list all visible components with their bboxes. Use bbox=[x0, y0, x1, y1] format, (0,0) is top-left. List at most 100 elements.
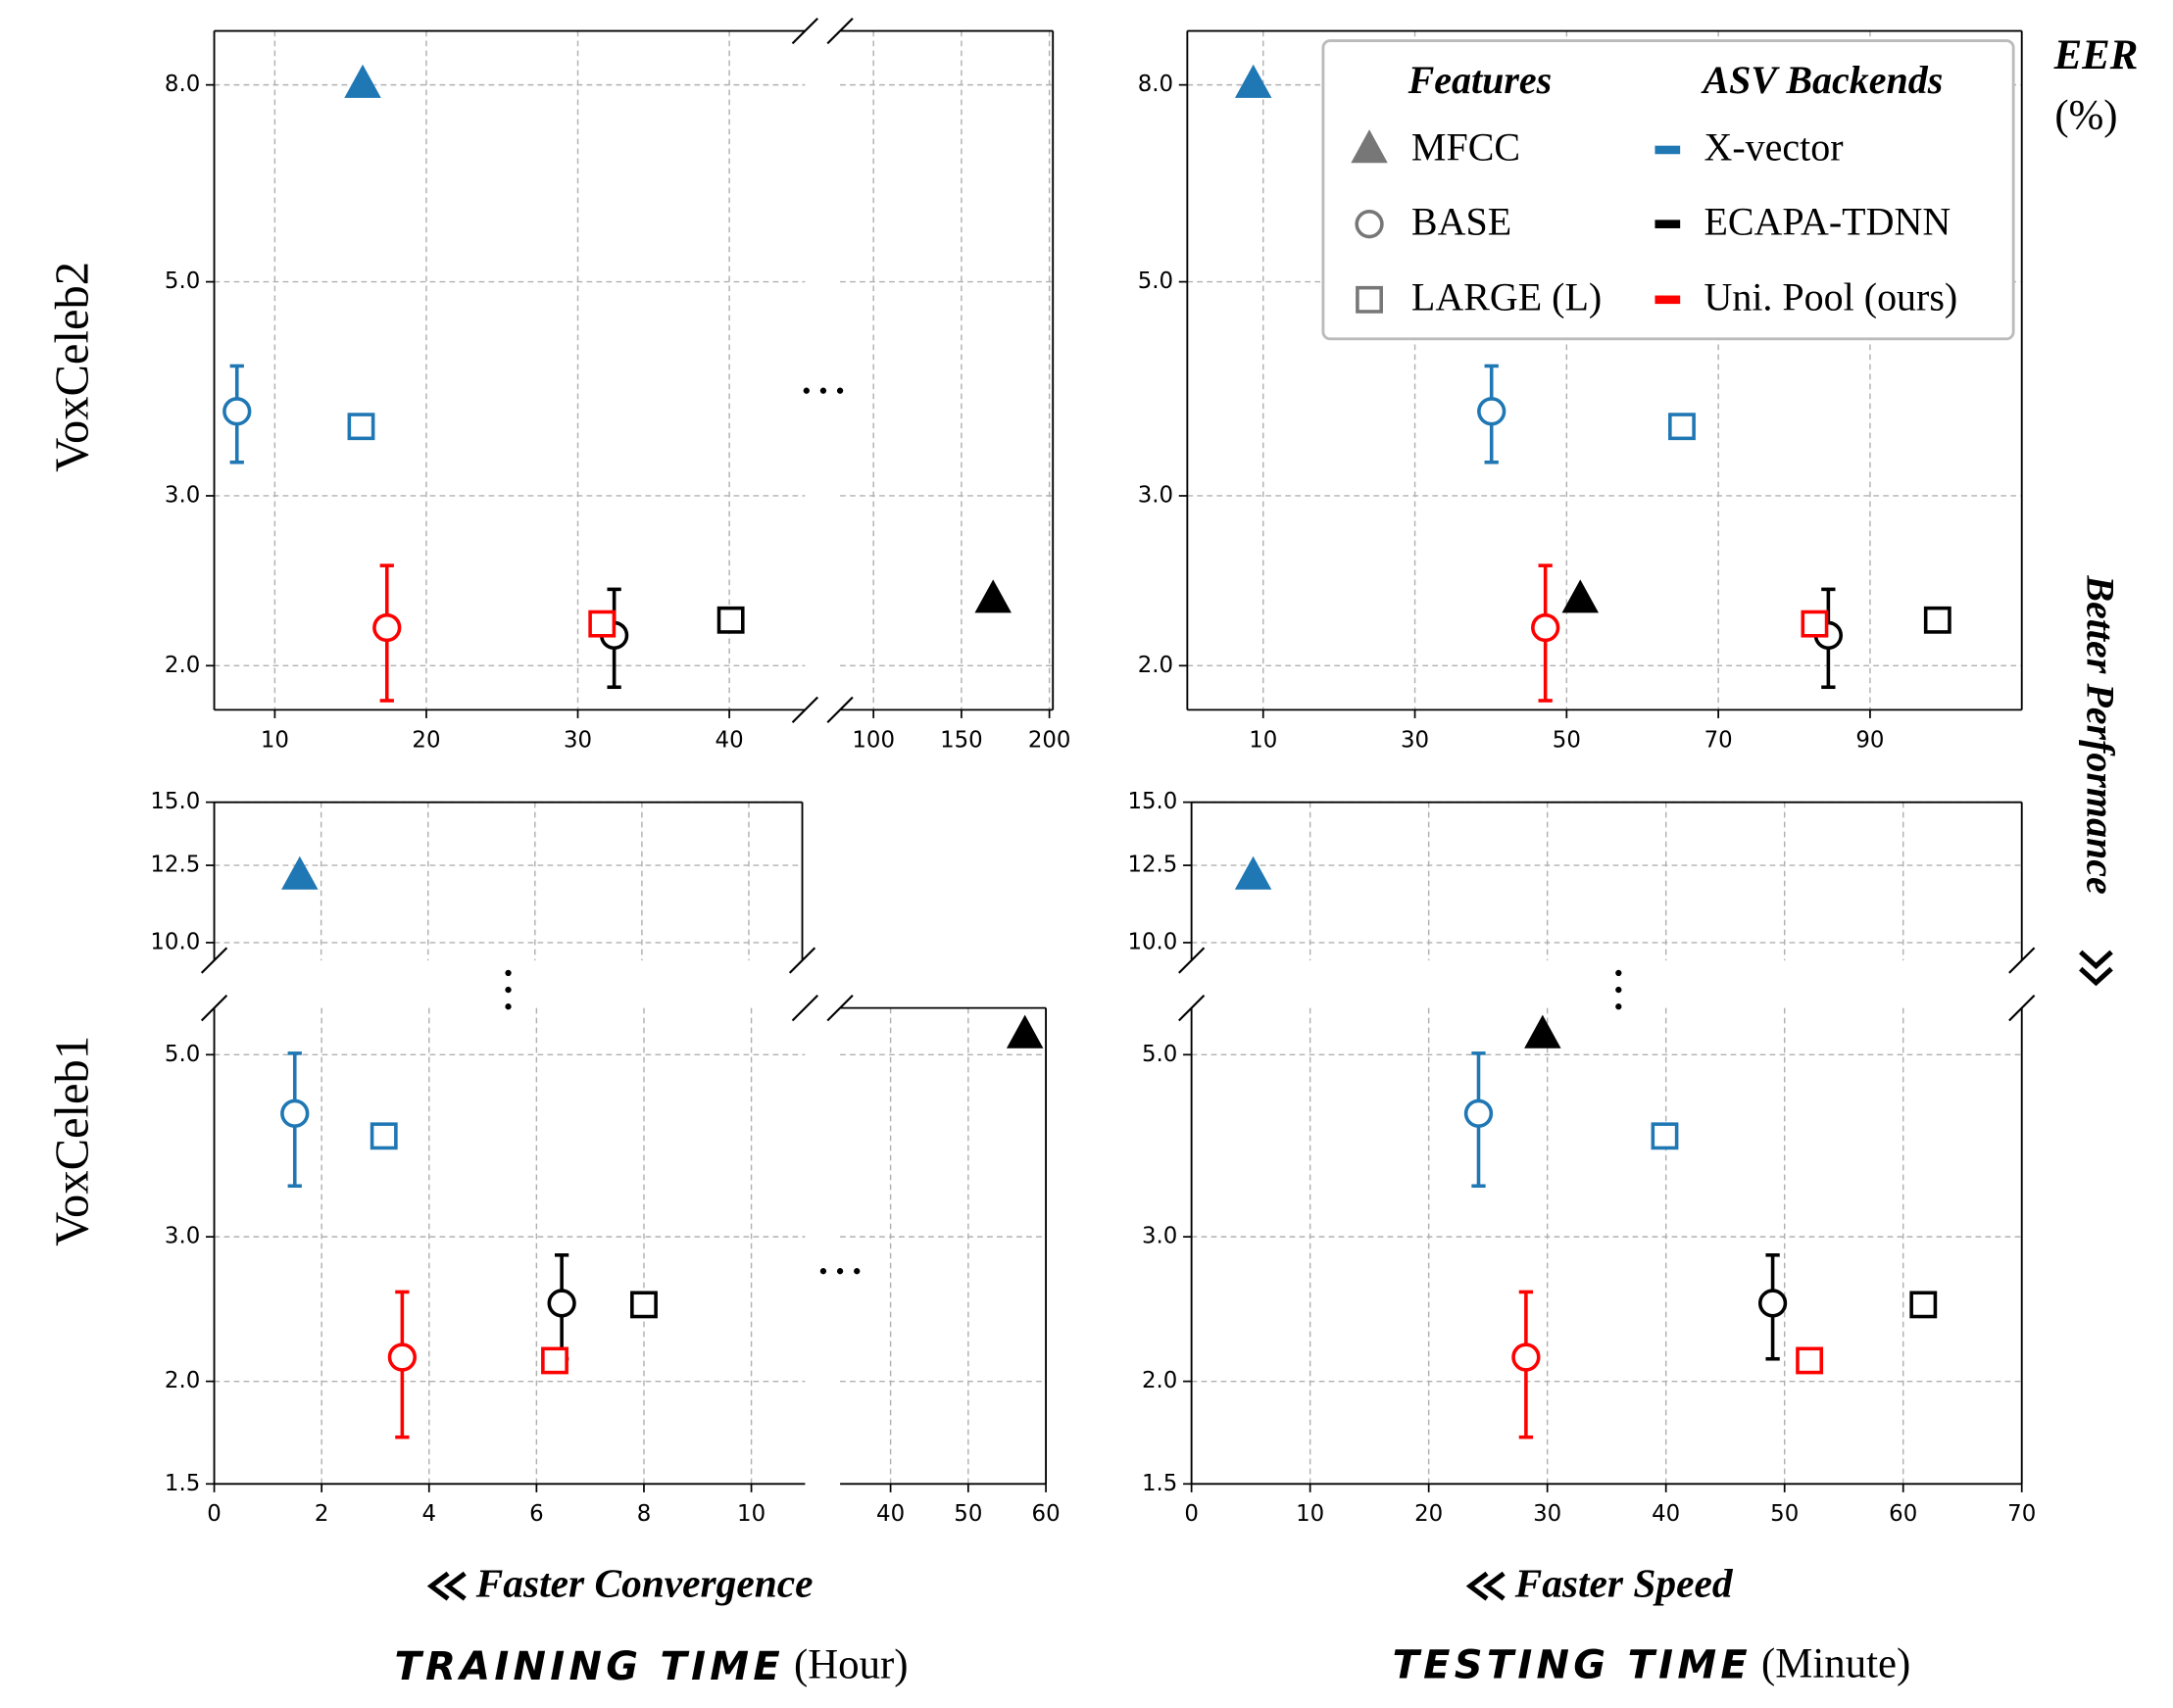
x-tick-label: 8 bbox=[637, 1501, 652, 1527]
x-hint: Faster Convergence bbox=[475, 1561, 814, 1606]
point bbox=[280, 1098, 310, 1128]
ellipsis bbox=[1615, 1003, 1622, 1010]
y-tick-label: 10.0 bbox=[150, 929, 200, 954]
x-tick-label: 50 bbox=[1770, 1501, 1799, 1527]
x-tick-label: 20 bbox=[412, 727, 440, 753]
break-mark bbox=[200, 947, 228, 974]
y-tick-label: 3.0 bbox=[1142, 1224, 1177, 1249]
point bbox=[588, 610, 617, 638]
row-label: VoxCeleb2 bbox=[46, 262, 99, 472]
point bbox=[372, 612, 402, 643]
legend-label: X-vector bbox=[1704, 125, 1843, 170]
y-tick-label: 2.0 bbox=[1142, 1368, 1177, 1393]
x-tick-label: 50 bbox=[1553, 727, 1581, 753]
break-mark bbox=[826, 995, 854, 1022]
x-tick-label: 200 bbox=[1028, 727, 1071, 753]
break-mark bbox=[788, 947, 816, 974]
x-tick-label: 90 bbox=[1855, 727, 1884, 753]
x-tick-label: 50 bbox=[954, 1501, 982, 1527]
break-mark bbox=[791, 17, 818, 45]
legend-swatch bbox=[1654, 220, 1681, 228]
point bbox=[1511, 1342, 1541, 1372]
ellipsis bbox=[505, 969, 512, 977]
ellipsis bbox=[505, 986, 512, 994]
y-tick-label: 2.0 bbox=[1138, 653, 1173, 678]
point bbox=[344, 64, 381, 98]
point bbox=[1006, 1014, 1044, 1049]
legend-marker bbox=[1356, 285, 1383, 314]
y-tick-label: 3.0 bbox=[165, 482, 200, 508]
y-tick-label: 8.0 bbox=[1138, 72, 1173, 97]
x-hint: Faster Speed bbox=[1514, 1561, 1734, 1606]
ellipsis bbox=[1615, 969, 1622, 977]
point bbox=[387, 1342, 418, 1372]
x-tick-label: 6 bbox=[529, 1501, 544, 1527]
x-tick-label: 10 bbox=[737, 1501, 765, 1527]
legend-box bbox=[1321, 39, 2015, 341]
break-mark bbox=[1178, 995, 1206, 1022]
ellipsis bbox=[803, 387, 810, 394]
x-tick-label: 40 bbox=[876, 1501, 905, 1527]
point bbox=[1801, 610, 1829, 638]
x-tick-label: 40 bbox=[1652, 1501, 1680, 1527]
legend-label: MFCC bbox=[1411, 125, 1520, 170]
point bbox=[716, 606, 745, 634]
x-tick-label: 0 bbox=[1184, 1501, 1199, 1527]
y-tick-label: 3.0 bbox=[1138, 482, 1173, 508]
metric-unit: (%) bbox=[2054, 92, 2117, 138]
point bbox=[1757, 1289, 1788, 1318]
point bbox=[1524, 1014, 1561, 1049]
y-tick-label: 10.0 bbox=[1127, 929, 1177, 954]
point bbox=[1796, 1346, 1824, 1375]
x-unit: (Minute) bbox=[1761, 1640, 1910, 1686]
break-mark bbox=[791, 995, 818, 1022]
y-tick-label: 8.0 bbox=[165, 72, 200, 97]
break-mark bbox=[826, 696, 854, 723]
legend-label: BASE bbox=[1411, 199, 1511, 243]
point bbox=[370, 1122, 398, 1150]
x-title: TESTING TIME bbox=[1393, 1642, 1752, 1687]
y-tick-label: 1.5 bbox=[165, 1471, 200, 1496]
x-tick-label: 20 bbox=[1414, 1501, 1443, 1527]
point bbox=[281, 855, 319, 890]
x-title: TRAINING TIME bbox=[395, 1644, 784, 1689]
ellipsis bbox=[836, 387, 844, 394]
y-tick-label: 2.0 bbox=[165, 653, 200, 678]
x-tick-label: 70 bbox=[2007, 1501, 2036, 1527]
point bbox=[1477, 397, 1506, 426]
ellipsis bbox=[836, 1268, 844, 1275]
point bbox=[1909, 1291, 1938, 1319]
y-tick-label: 15.0 bbox=[1127, 789, 1177, 814]
x-tick-label: 10 bbox=[261, 727, 289, 753]
hint-arrow bbox=[2079, 950, 2113, 987]
legend-marker bbox=[1355, 210, 1384, 239]
x-tick-label: 150 bbox=[940, 727, 983, 753]
legend-swatch bbox=[1654, 295, 1681, 305]
point bbox=[347, 413, 375, 441]
legend-title: ASV Backends bbox=[1700, 58, 1943, 102]
ellipsis bbox=[819, 387, 827, 394]
legend-marker bbox=[1351, 129, 1388, 164]
point bbox=[547, 1289, 576, 1318]
x-tick-label: 60 bbox=[1032, 1501, 1061, 1527]
y-tick-label: 5.0 bbox=[165, 268, 200, 294]
point bbox=[1234, 64, 1272, 98]
break-mark bbox=[791, 696, 818, 723]
ellipsis bbox=[1615, 986, 1622, 994]
point bbox=[1234, 855, 1272, 890]
y-tick-label: 5.0 bbox=[1138, 268, 1173, 294]
x-tick-label: 30 bbox=[1401, 727, 1429, 753]
x-tick-label: 60 bbox=[1889, 1501, 1917, 1527]
legend-label: Uni. Pool (ours) bbox=[1704, 274, 1957, 318]
ellipsis bbox=[854, 1268, 861, 1275]
row-label: VoxCeleb1 bbox=[46, 1036, 99, 1246]
y-hint: Better Performance bbox=[2078, 574, 2122, 894]
point bbox=[1668, 413, 1696, 441]
point bbox=[222, 397, 252, 426]
x-tick-label: 2 bbox=[315, 1501, 329, 1527]
y-tick-label: 3.0 bbox=[165, 1224, 200, 1249]
x-tick-label: 100 bbox=[852, 727, 895, 753]
legend-label: LARGE (L) bbox=[1411, 274, 1602, 318]
x-tick-label: 10 bbox=[1249, 727, 1277, 753]
